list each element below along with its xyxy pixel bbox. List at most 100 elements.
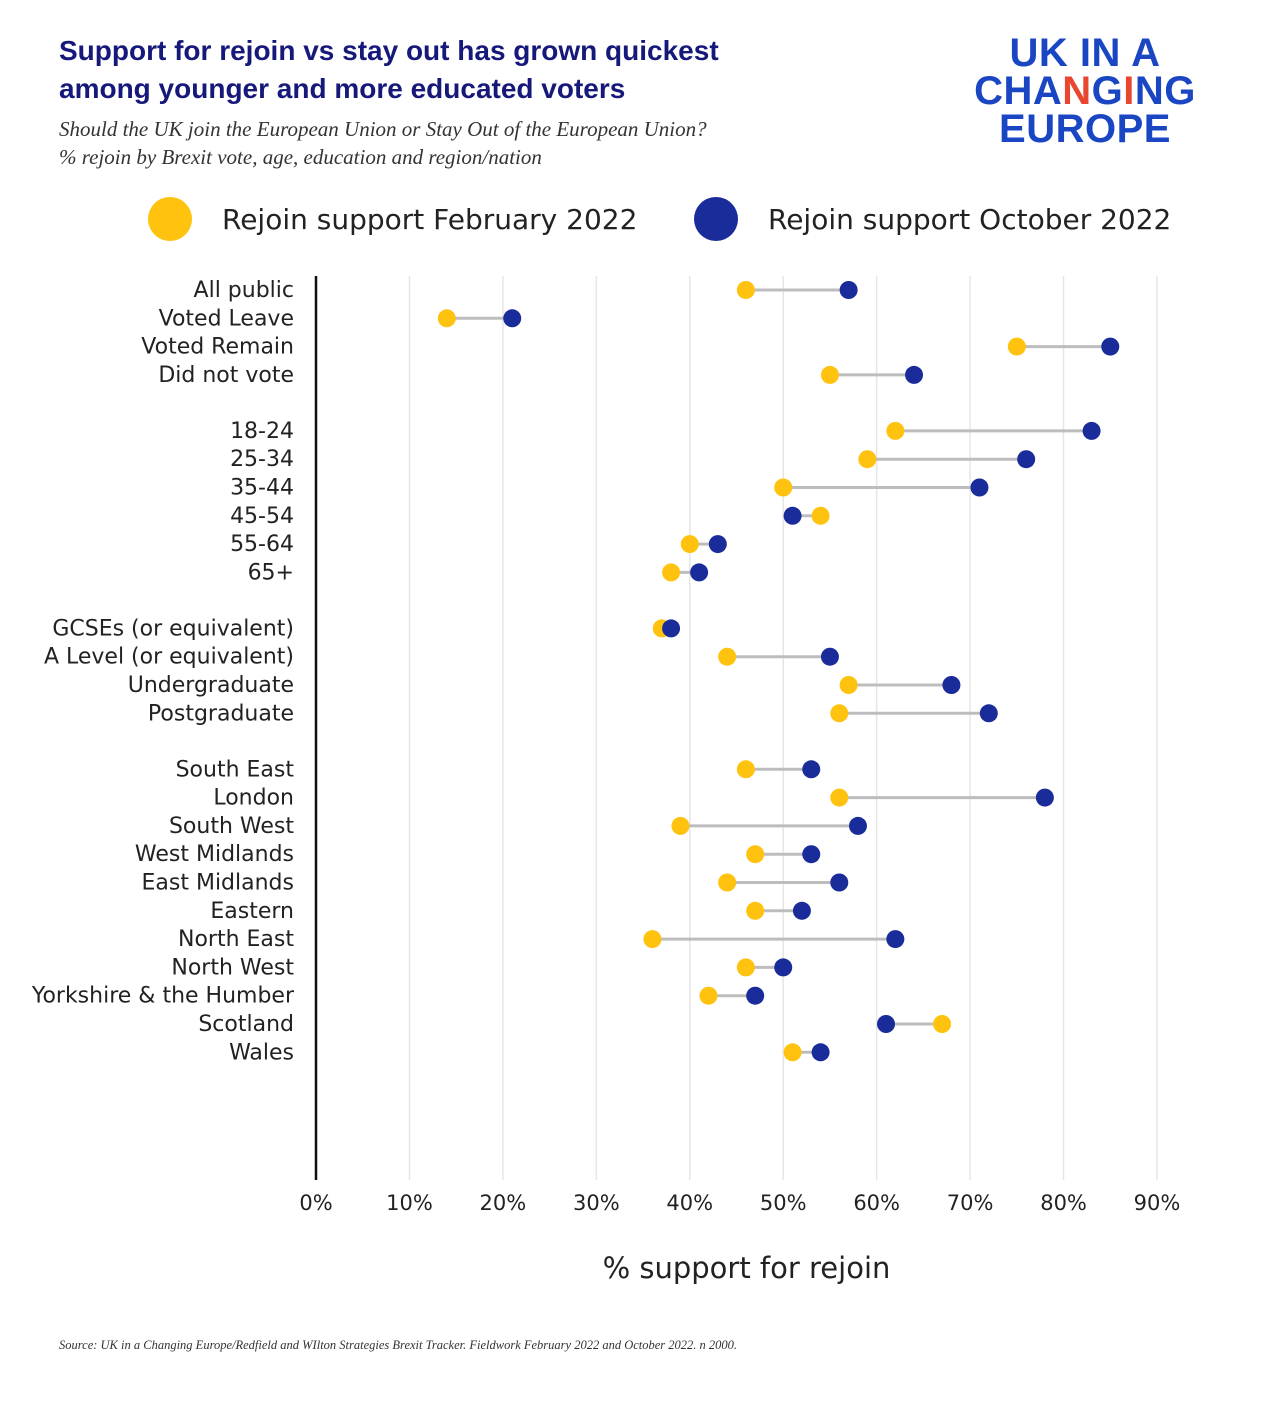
point-october	[662, 619, 681, 638]
point-october	[1101, 337, 1120, 356]
point-october	[811, 1043, 830, 1062]
point-february	[680, 535, 699, 554]
x-axis-title: % support for rejoin	[603, 1251, 891, 1285]
point-october	[690, 563, 709, 582]
point-october	[802, 760, 821, 779]
dumbbell-chart: 0% 10% 20% 30% 40% 50% 60% 70% 80% 90% % support f…	[31, 276, 1181, 1285]
point-february	[830, 788, 849, 807]
point-february	[886, 421, 905, 440]
point-october	[970, 478, 989, 497]
x-tick-label: 0%	[299, 1191, 332, 1215]
point-february	[830, 704, 849, 723]
point-october	[1082, 421, 1101, 440]
row-label: Did not vote	[158, 363, 294, 388]
chart-subtitle: Should the UK join the European Union or…	[59, 115, 879, 171]
point-february	[699, 986, 718, 1005]
title-line-1: Support for rejoin vs stay out has grown…	[59, 35, 719, 66]
row-label: 25-34	[230, 447, 294, 472]
x-tick-label: 50%	[760, 1191, 807, 1215]
row-label: Wales	[229, 1040, 294, 1065]
point-october	[820, 647, 839, 666]
point-february	[820, 365, 839, 384]
point-february	[1007, 337, 1026, 356]
x-tick-label: 90%	[1134, 1191, 1181, 1215]
row-label: 65+	[248, 560, 294, 585]
row-label: Postgraduate	[148, 701, 294, 726]
row-label: 35-44	[230, 476, 294, 501]
row-label: A Level (or equivalent)	[44, 645, 294, 670]
row-label: London	[213, 786, 294, 811]
point-october	[783, 506, 802, 525]
point-february	[746, 845, 765, 864]
legend-label-february: Rejoin support February 2022	[222, 202, 638, 236]
row-label: Voted Remain	[141, 335, 294, 360]
source-note: Source: UK in a Changing Europe/Redfield…	[59, 1338, 738, 1352]
point-october	[708, 535, 727, 554]
row-label: GCSEs (or equivalent)	[52, 616, 294, 641]
point-october	[839, 281, 858, 299]
point-october	[886, 930, 905, 949]
chart-legend: Rejoin support February 2022 Rejoin supp…	[0, 196, 1264, 242]
row-label: 45-54	[230, 504, 294, 529]
row-label: East Midlands	[142, 871, 295, 896]
point-february	[811, 506, 830, 525]
point-october	[942, 676, 961, 694]
logo-line-3: EUROPE	[999, 107, 1171, 151]
point-october	[830, 873, 849, 892]
point-february	[736, 760, 755, 779]
point-october	[979, 704, 998, 723]
point-february	[933, 1015, 952, 1033]
row-label: Undergraduate	[128, 673, 294, 698]
chart-title: Support for rejoin vs stay out has grown…	[59, 32, 879, 108]
legend-marker-february	[148, 197, 192, 241]
point-october	[774, 958, 793, 977]
point-february	[643, 930, 662, 949]
point-february	[662, 563, 681, 582]
logo-line-2: CHANGING	[974, 69, 1196, 113]
row-label: Voted Leave	[159, 306, 294, 331]
row-label: Scotland	[198, 1012, 294, 1037]
point-october	[1017, 450, 1036, 469]
row-label: North East	[178, 927, 294, 952]
legend-marker-october	[694, 197, 738, 241]
point-october	[802, 845, 821, 864]
subtitle-line-1: Should the UK join the European Union or…	[59, 117, 707, 141]
x-tick-label: 30%	[573, 1191, 620, 1215]
point-october	[792, 901, 811, 920]
legend-label-october: Rejoin support October 2022	[768, 202, 1172, 236]
x-tick-label: 80%	[1040, 1191, 1087, 1215]
point-february	[783, 1043, 802, 1062]
x-tick-label: 70%	[947, 1191, 994, 1215]
logo-line-1: UK IN A	[1009, 31, 1161, 75]
legend-item-february: Rejoin support February 2022	[148, 196, 637, 242]
row-label: Eastern	[210, 899, 294, 924]
point-october	[877, 1015, 896, 1033]
point-february	[858, 450, 877, 469]
row-label: Yorkshire & the Humber	[31, 984, 295, 1009]
point-october	[503, 309, 522, 328]
point-february	[736, 958, 755, 977]
point-february	[839, 676, 858, 694]
x-tick-label: 40%	[666, 1191, 713, 1215]
row-label: North West	[171, 955, 294, 980]
x-tick-label: 10%	[386, 1191, 433, 1215]
point-february	[746, 901, 765, 920]
point-october	[848, 816, 867, 835]
row-label: South East	[176, 757, 295, 782]
point-february	[437, 309, 456, 328]
uk-in-a-changing-europe-logo: UK IN A CHANGING EUROPE	[950, 31, 1220, 151]
row-label: 55-64	[230, 532, 294, 557]
point-february	[718, 647, 737, 666]
title-line-2: among younger and more educated voters	[59, 73, 626, 104]
point-october	[1035, 788, 1054, 807]
point-october	[905, 365, 924, 384]
x-tick-label: 20%	[480, 1191, 527, 1215]
row-label: 18-24	[230, 419, 294, 444]
subtitle-line-2: % rejoin by Brexit vote, age, education …	[59, 145, 542, 169]
row-label: West Midlands	[135, 842, 294, 867]
point-february	[736, 281, 755, 299]
legend-item-october: Rejoin support October 2022	[694, 196, 1171, 242]
row-label: South West	[169, 814, 294, 839]
point-october	[746, 986, 765, 1005]
point-february	[718, 873, 737, 892]
